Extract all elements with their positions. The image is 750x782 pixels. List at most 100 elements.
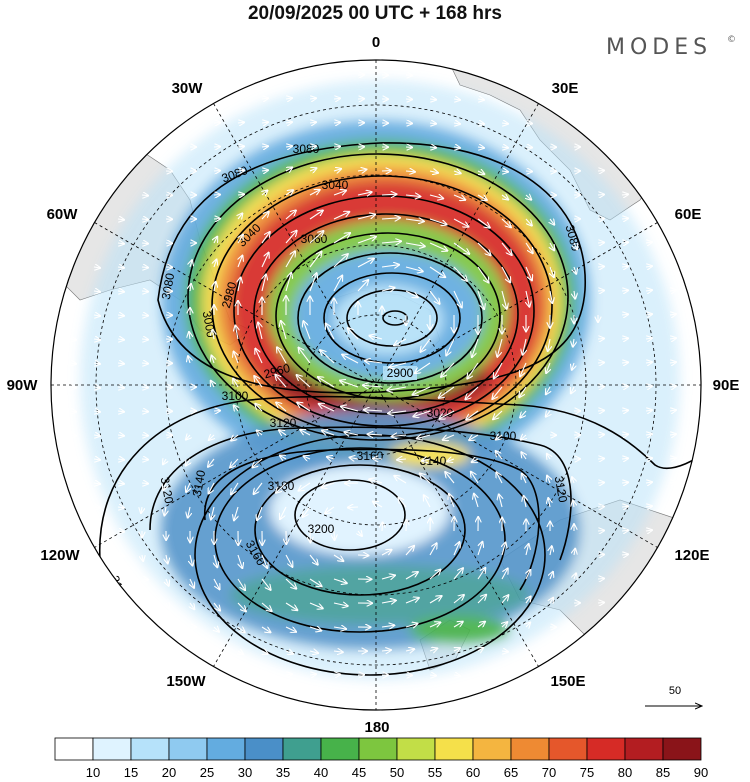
wind-vector-arrow <box>429 570 440 580</box>
wind-vector-arrow <box>477 542 482 556</box>
wind-vectors <box>69 75 676 676</box>
wind-vector-arrow <box>429 266 445 277</box>
wind-vector-arrow <box>237 122 244 123</box>
wind-vector-arrow <box>93 315 100 316</box>
wind-vector-arrow <box>238 278 241 292</box>
wind-vector-arrow <box>429 171 438 173</box>
wind-vector-arrow <box>230 458 239 467</box>
wind-vector-arrow <box>645 386 652 387</box>
wind-vector-arrow <box>550 266 554 277</box>
wind-vector-arrow <box>333 276 342 292</box>
wind-vector-arrow <box>471 472 479 484</box>
wind-vector-arrow <box>93 267 100 268</box>
wind-vector-arrow <box>212 330 214 340</box>
colorbar-swatch <box>396 737 436 761</box>
wind-vector-arrow <box>214 260 217 268</box>
wind-vector-arrow <box>117 315 124 316</box>
wind-vector-arrow <box>369 479 383 483</box>
wind-vector-arrow <box>333 212 349 220</box>
wind-vector-arrow <box>429 596 442 604</box>
wind-vector-arrow <box>424 495 431 508</box>
colorbar-tick-label: 50 <box>390 765 404 780</box>
wind-vector-arrow <box>342 355 359 364</box>
wind-vector-arrow <box>645 434 652 435</box>
wind-vector-arrow <box>188 506 190 518</box>
wind-vector-arrow <box>621 458 628 459</box>
wind-vector-arrow <box>492 386 503 399</box>
wind-vector-arrow <box>571 386 574 393</box>
wind-vector-arrow <box>117 363 124 364</box>
wind-vector-arrow <box>621 194 628 195</box>
wind-vector-arrow <box>645 482 652 483</box>
wind-vector-arrow <box>405 243 425 246</box>
wind-vector-arrow <box>496 451 503 460</box>
wind-vector-arrow <box>525 242 533 253</box>
wind-vector-arrow <box>382 523 383 532</box>
wind-vector-arrow <box>69 387 76 388</box>
wind-vector-arrow <box>453 290 462 307</box>
colorbar-tick-label: 35 <box>276 765 290 780</box>
wind-vector-arrow <box>429 242 447 251</box>
wind-vector-arrow <box>494 362 503 378</box>
wind-vector-arrow <box>669 314 676 315</box>
wind-vector-arrow <box>645 242 652 243</box>
colorbar-tick-label: 10 <box>86 765 100 780</box>
colorbar-tick-label: 80 <box>618 765 632 780</box>
wind-vector-arrow <box>163 482 166 490</box>
wind-vector-arrow <box>141 339 148 340</box>
wind-vector-arrow <box>381 265 399 267</box>
wind-vector-arrow <box>501 123 508 124</box>
wind-vector-arrow <box>231 435 239 441</box>
wind-vector-arrow <box>261 232 270 244</box>
colorbar-tick-label: 60 <box>466 765 480 780</box>
wind-vector-arrow <box>381 550 392 556</box>
wind-vector-arrow <box>340 381 359 388</box>
wind-vector-arrow <box>117 387 124 388</box>
lon-label-60w: 60W <box>47 206 79 223</box>
wind-vector-arrow <box>477 595 486 604</box>
wind-vector-arrow <box>573 501 574 508</box>
latitude-circle-4 <box>95 104 657 666</box>
wind-vector-arrow <box>188 356 190 364</box>
wind-vector-arrow <box>501 218 511 227</box>
wind-vector-arrow <box>597 531 604 532</box>
wind-vector-arrow <box>496 435 503 440</box>
wind-vector-arrow <box>597 579 604 580</box>
lon-label-150e: 150E <box>550 673 585 690</box>
wind-vector-arrow <box>546 362 550 373</box>
contour-label-3160-a: 3160 <box>357 449 384 463</box>
wind-vector-arrow <box>546 386 550 394</box>
wind-vector-arrow <box>405 171 415 172</box>
colorbar-swatch <box>168 737 208 761</box>
contour-3100-north <box>99 395 701 561</box>
wind-vector-arrow <box>280 456 286 460</box>
wind-vector-arrow <box>526 623 530 627</box>
wind-vector-arrow <box>501 651 508 652</box>
colorbar: 10 15 20 25 30 35 40 45 50 55 60 65 70 75 80 85 90 <box>54 737 708 780</box>
wind-vector-arrow <box>477 218 490 228</box>
wind-vector-arrow <box>405 598 419 604</box>
wind-vector-arrow <box>446 338 455 355</box>
wind-vector-arrow <box>477 147 484 148</box>
wind-vector-arrow <box>327 457 335 459</box>
wind-vector-arrow <box>276 482 287 493</box>
colorbar-tick-label: 65 <box>504 765 518 780</box>
wind-vector-arrow <box>669 386 676 387</box>
wind-vector-arrow <box>254 482 263 494</box>
wind-vector-arrow <box>422 459 431 461</box>
contour-3180 <box>254 464 466 596</box>
wind-vector-arrow <box>190 602 194 609</box>
wind-vector-arrow <box>214 554 217 567</box>
colorbar-swatch <box>662 737 702 761</box>
wind-vector-arrow <box>93 411 100 412</box>
wind-vector-arrow <box>405 195 420 197</box>
wind-vector-arrow <box>69 411 76 412</box>
wind-vector-arrow <box>597 603 604 604</box>
wind-vector-arrow <box>526 290 529 307</box>
copyright-mark: © <box>727 35 736 45</box>
wind-vector-arrow <box>285 231 297 244</box>
wind-vector-arrow <box>477 266 489 283</box>
wind-vector-arrow <box>429 99 436 100</box>
wind-vector-arrow <box>597 411 604 412</box>
